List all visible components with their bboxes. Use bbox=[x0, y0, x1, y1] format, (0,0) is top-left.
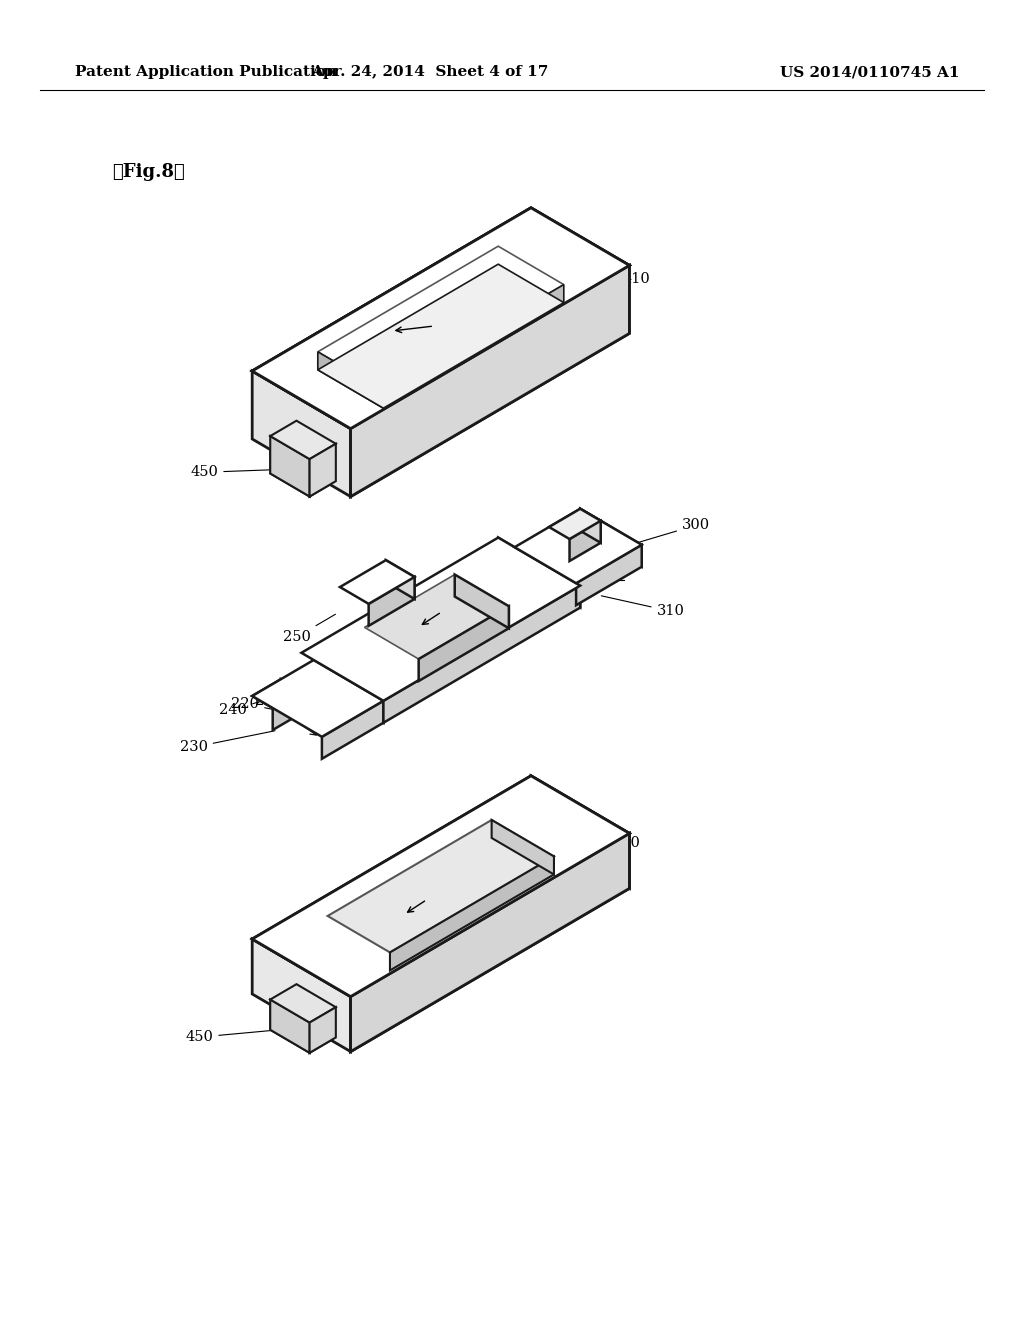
Polygon shape bbox=[252, 207, 630, 429]
Polygon shape bbox=[383, 285, 564, 408]
Text: 230: 230 bbox=[179, 731, 275, 754]
Text: 420: 420 bbox=[562, 830, 640, 850]
Polygon shape bbox=[272, 692, 301, 730]
Text: 310: 310 bbox=[601, 595, 684, 618]
Text: 210: 210 bbox=[459, 631, 486, 644]
Text: 410: 410 bbox=[562, 269, 650, 286]
Text: 430: 430 bbox=[486, 256, 607, 325]
Polygon shape bbox=[383, 586, 581, 723]
Polygon shape bbox=[549, 508, 601, 539]
Polygon shape bbox=[350, 833, 630, 1052]
Polygon shape bbox=[270, 985, 336, 1023]
Polygon shape bbox=[492, 820, 554, 874]
Polygon shape bbox=[270, 436, 309, 496]
Polygon shape bbox=[252, 207, 630, 429]
Polygon shape bbox=[252, 680, 301, 708]
Polygon shape bbox=[373, 899, 456, 946]
Text: 212a: 212a bbox=[535, 573, 571, 587]
Polygon shape bbox=[317, 247, 564, 391]
Polygon shape bbox=[301, 537, 581, 701]
Text: US 2014/0110745 A1: US 2014/0110745 A1 bbox=[780, 65, 959, 79]
Polygon shape bbox=[350, 833, 630, 1052]
Polygon shape bbox=[270, 421, 336, 459]
Polygon shape bbox=[569, 521, 601, 561]
Text: 440: 440 bbox=[286, 924, 388, 950]
Polygon shape bbox=[309, 444, 336, 496]
Polygon shape bbox=[390, 857, 554, 970]
Text: 330: 330 bbox=[485, 858, 566, 884]
Text: Apr. 24, 2014  Sheet 4 of 17: Apr. 24, 2014 Sheet 4 of 17 bbox=[311, 65, 549, 79]
Polygon shape bbox=[402, 363, 456, 414]
Polygon shape bbox=[492, 820, 554, 874]
Polygon shape bbox=[373, 346, 456, 393]
Polygon shape bbox=[426, 899, 456, 939]
Polygon shape bbox=[581, 508, 601, 543]
Text: 212b: 212b bbox=[538, 587, 574, 601]
Polygon shape bbox=[386, 560, 415, 599]
Text: 320: 320 bbox=[586, 531, 630, 562]
Polygon shape bbox=[390, 857, 554, 970]
Polygon shape bbox=[309, 444, 336, 496]
Polygon shape bbox=[515, 508, 642, 583]
Polygon shape bbox=[317, 352, 383, 408]
Polygon shape bbox=[577, 545, 642, 605]
Polygon shape bbox=[313, 660, 383, 723]
Text: 212: 212 bbox=[568, 562, 596, 577]
Polygon shape bbox=[350, 265, 630, 496]
Polygon shape bbox=[252, 371, 350, 496]
Text: 450: 450 bbox=[425, 928, 453, 977]
Text: 450: 450 bbox=[185, 1030, 284, 1044]
Polygon shape bbox=[281, 680, 301, 713]
Polygon shape bbox=[317, 352, 383, 408]
Polygon shape bbox=[369, 577, 415, 626]
Polygon shape bbox=[328, 820, 554, 953]
Polygon shape bbox=[322, 701, 383, 759]
Polygon shape bbox=[270, 999, 309, 1053]
Polygon shape bbox=[328, 820, 554, 953]
Polygon shape bbox=[309, 1007, 336, 1053]
Text: 200: 200 bbox=[255, 694, 316, 735]
Polygon shape bbox=[317, 264, 564, 408]
Polygon shape bbox=[270, 985, 336, 1023]
Polygon shape bbox=[270, 421, 336, 459]
Polygon shape bbox=[402, 916, 456, 970]
Text: 450: 450 bbox=[425, 376, 453, 420]
Polygon shape bbox=[365, 574, 509, 659]
Text: 300: 300 bbox=[632, 519, 710, 544]
Text: 220: 220 bbox=[231, 697, 332, 721]
Text: 240: 240 bbox=[219, 690, 297, 717]
Polygon shape bbox=[350, 265, 630, 496]
Polygon shape bbox=[383, 285, 564, 408]
Polygon shape bbox=[419, 606, 509, 681]
Polygon shape bbox=[252, 660, 383, 737]
Polygon shape bbox=[252, 776, 630, 997]
Polygon shape bbox=[270, 999, 309, 1053]
Polygon shape bbox=[499, 537, 581, 607]
Polygon shape bbox=[252, 207, 630, 429]
Polygon shape bbox=[426, 346, 456, 384]
Polygon shape bbox=[270, 436, 309, 496]
Polygon shape bbox=[317, 247, 564, 391]
Polygon shape bbox=[252, 939, 350, 1052]
Polygon shape bbox=[455, 574, 509, 628]
Polygon shape bbox=[531, 776, 630, 888]
Polygon shape bbox=[581, 508, 642, 566]
Polygon shape bbox=[340, 560, 415, 603]
Text: Patent Application Publication: Patent Application Publication bbox=[75, 65, 337, 79]
Polygon shape bbox=[309, 1007, 336, 1053]
Polygon shape bbox=[317, 264, 564, 408]
Text: 【Fig.8】: 【Fig.8】 bbox=[112, 162, 184, 181]
Text: 450: 450 bbox=[190, 465, 284, 479]
Text: 250: 250 bbox=[283, 614, 336, 644]
Polygon shape bbox=[252, 776, 630, 997]
